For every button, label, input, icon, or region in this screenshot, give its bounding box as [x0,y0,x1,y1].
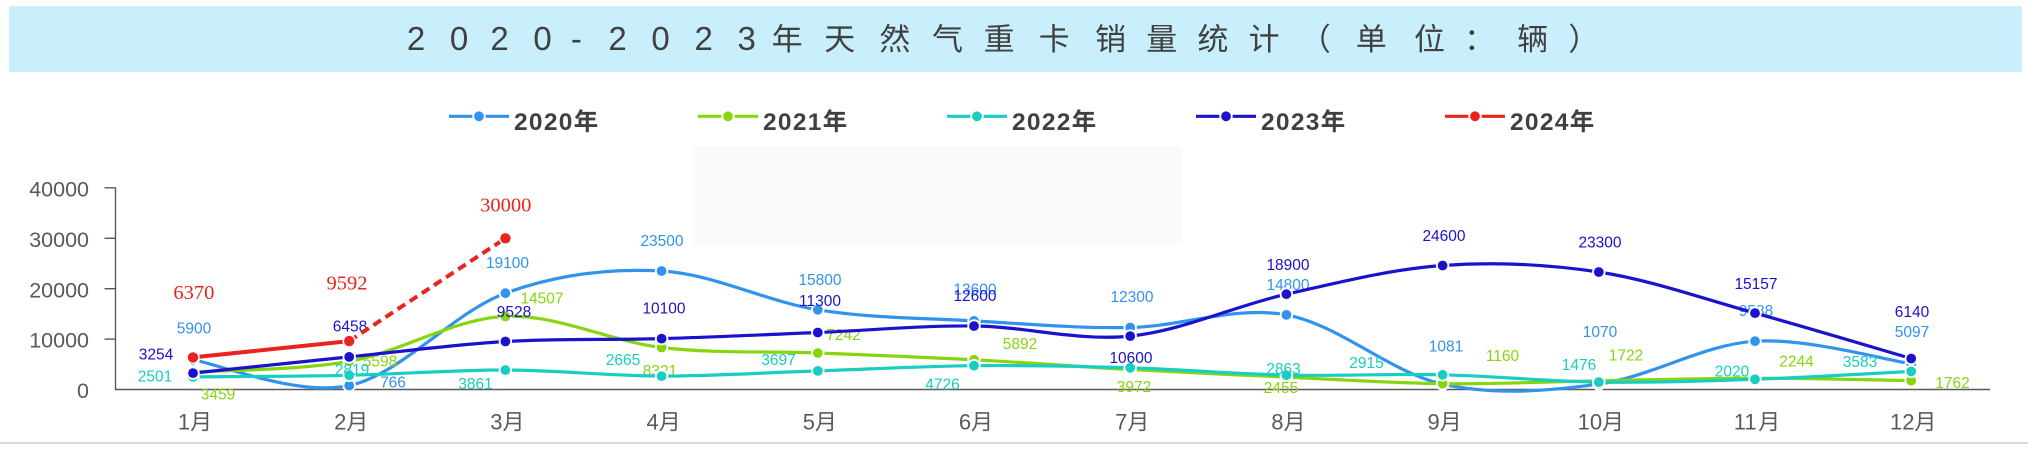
svg-text:4: 4 [647,410,659,435]
svg-text:0: 0 [651,20,669,57]
svg-text:5: 5 [803,410,815,435]
svg-text:2: 2 [407,20,425,57]
svg-text:0: 0 [450,20,468,57]
svg-text:3972: 3972 [1117,379,1151,396]
svg-text:2915: 2915 [1349,355,1383,372]
svg-text:6370: 6370 [173,282,214,304]
svg-text:1476: 1476 [1562,357,1596,374]
svg-text:5892: 5892 [1003,336,1037,353]
svg-text:2022: 2022 [1012,109,1072,136]
svg-text:0: 0 [533,20,551,57]
svg-text:1: 1 [178,410,190,435]
svg-text:1070: 1070 [1583,324,1618,341]
svg-text:3697: 3697 [761,352,795,369]
svg-text:2: 2 [334,410,346,435]
svg-text:5097: 5097 [1895,324,1929,341]
svg-text:13600: 13600 [953,282,996,299]
svg-text:5598: 5598 [363,354,397,371]
svg-text:1081: 1081 [1429,339,1463,356]
svg-text:14507: 14507 [520,291,563,308]
svg-text:2863: 2863 [1266,361,1300,378]
svg-text:2: 2 [490,20,508,57]
svg-text:24600: 24600 [1422,228,1465,245]
svg-text:10000: 10000 [29,329,89,353]
svg-text:9: 9 [1428,410,1440,435]
svg-text:12600: 12600 [953,288,996,305]
svg-text:1762: 1762 [1935,375,1969,392]
svg-text:23500: 23500 [640,233,683,250]
svg-text:9592: 9592 [327,273,368,295]
svg-text:2021: 2021 [763,109,823,136]
svg-text:3861: 3861 [458,376,492,393]
svg-text:1160: 1160 [1486,348,1520,365]
svg-text:40000: 40000 [29,177,89,201]
svg-text:0: 0 [77,379,89,403]
svg-text:8: 8 [1271,410,1283,435]
svg-text:766: 766 [380,375,406,392]
svg-text:10: 10 [1578,410,1602,435]
svg-text:6140: 6140 [1895,304,1930,321]
svg-text:9528: 9528 [497,304,531,321]
svg-text:10600: 10600 [1109,350,1152,367]
svg-text:11300: 11300 [799,293,841,310]
svg-text:15800: 15800 [798,272,841,289]
svg-text:7: 7 [1115,410,1127,435]
svg-text:30000: 30000 [29,228,89,252]
svg-text:20000: 20000 [29,278,89,302]
svg-text:15157: 15157 [1734,276,1777,293]
svg-text:5900: 5900 [177,321,212,338]
svg-text:23300: 23300 [1578,235,1621,252]
svg-text:2020: 2020 [1715,364,1750,381]
svg-text:2665: 2665 [606,352,640,369]
svg-text:3: 3 [738,20,756,57]
svg-text:6458: 6458 [333,319,367,336]
svg-text:2020: 2020 [514,109,574,136]
svg-text:3583: 3583 [1843,354,1877,371]
svg-text:2023: 2023 [1261,109,1321,136]
svg-text:3459: 3459 [201,387,235,404]
svg-text:2455: 2455 [1264,380,1298,397]
svg-text:2: 2 [608,20,626,57]
svg-text:3254: 3254 [139,347,174,364]
svg-text:2244: 2244 [1779,354,1814,371]
svg-text:6: 6 [959,410,971,435]
svg-text:30000: 30000 [480,194,531,216]
svg-text:-: - [571,20,582,57]
svg-text:2501: 2501 [138,369,172,386]
svg-text:2819: 2819 [335,362,369,379]
svg-text:4726: 4726 [925,377,959,394]
svg-text:2: 2 [695,20,713,57]
svg-text:12300: 12300 [1110,289,1153,306]
svg-text:1722: 1722 [1609,348,1643,365]
svg-text:3: 3 [490,410,502,435]
svg-text:11: 11 [1734,410,1757,435]
svg-text:18900: 18900 [1266,257,1309,274]
svg-text:2024: 2024 [1510,109,1570,136]
svg-text:12: 12 [1890,410,1914,435]
svg-text:19100: 19100 [486,255,529,272]
svg-text:10100: 10100 [642,301,685,318]
